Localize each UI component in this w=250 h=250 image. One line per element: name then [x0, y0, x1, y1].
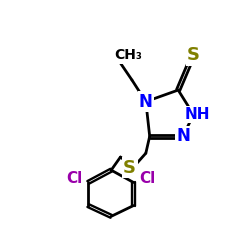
Text: NH: NH	[185, 107, 210, 122]
Text: Cl: Cl	[139, 171, 156, 186]
Text: CH₃: CH₃	[114, 48, 142, 62]
Text: Cl: Cl	[66, 171, 82, 186]
Text: S: S	[123, 159, 136, 177]
Text: N: N	[139, 92, 153, 110]
Text: S: S	[187, 46, 200, 64]
Text: N: N	[177, 127, 190, 145]
